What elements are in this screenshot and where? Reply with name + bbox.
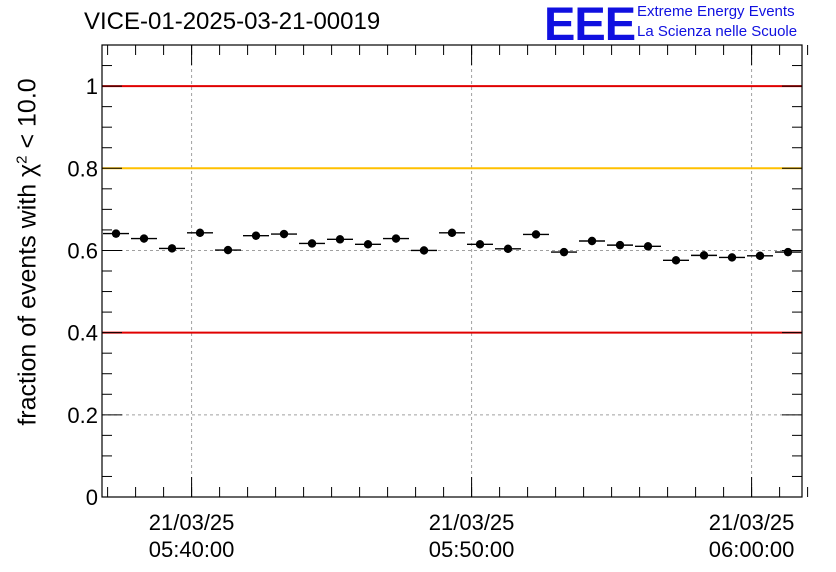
data-point-marker [447, 228, 457, 237]
x-tick-time-label: 05:50:00 [429, 537, 515, 562]
data-point-marker [531, 230, 541, 239]
data-point-marker [279, 229, 289, 239]
x-tick-date-label: 21/03/25 [149, 510, 235, 535]
data-point-marker [363, 240, 373, 249]
data-point-marker [419, 246, 429, 255]
data-point-marker [727, 253, 737, 262]
y-tick-label: 0.2 [67, 403, 98, 428]
eee-logo-mark: EEE [544, 0, 636, 50]
data-point-marker [755, 251, 765, 260]
data-point-marker [671, 256, 681, 265]
y-tick-label: 0.6 [67, 238, 98, 263]
data-point-marker [251, 231, 261, 240]
x-tick-time-label: 06:00:00 [709, 537, 795, 562]
data-point-marker [643, 242, 653, 251]
data-point-marker [559, 247, 569, 257]
x-tick-date-label: 21/03/25 [429, 510, 515, 535]
data-point-marker [223, 245, 233, 255]
data-point-marker [111, 229, 121, 238]
y-tick-label: 0.4 [67, 321, 98, 346]
plot-frame [101, 44, 803, 498]
data-point-marker [391, 234, 401, 243]
logo-line-2: La Scienza nelle Scuole [637, 23, 798, 40]
data-point-marker [195, 228, 205, 237]
data-point-marker [783, 247, 793, 257]
data-point-marker [503, 244, 513, 254]
x-tick-date-label: 21/03/25 [709, 510, 795, 535]
y-tick-label: 1 [86, 74, 98, 99]
data-point-marker [615, 240, 625, 250]
x-tick-time-label: 05:40:00 [149, 537, 235, 562]
data-point-marker [307, 239, 317, 248]
y-tick-label: 0 [86, 485, 98, 510]
data-point-marker [335, 235, 345, 244]
data-point-marker [475, 240, 485, 249]
data-point-marker [587, 236, 597, 246]
logo-line-1: Extreme Energy Events [637, 3, 795, 20]
chart-title: VICE-01-2025-03-21-00019 [84, 8, 381, 35]
data-point-marker [167, 244, 177, 253]
data-point-marker [139, 234, 149, 243]
data-point-marker [699, 251, 709, 260]
y-tick-label: 0.8 [67, 156, 98, 181]
